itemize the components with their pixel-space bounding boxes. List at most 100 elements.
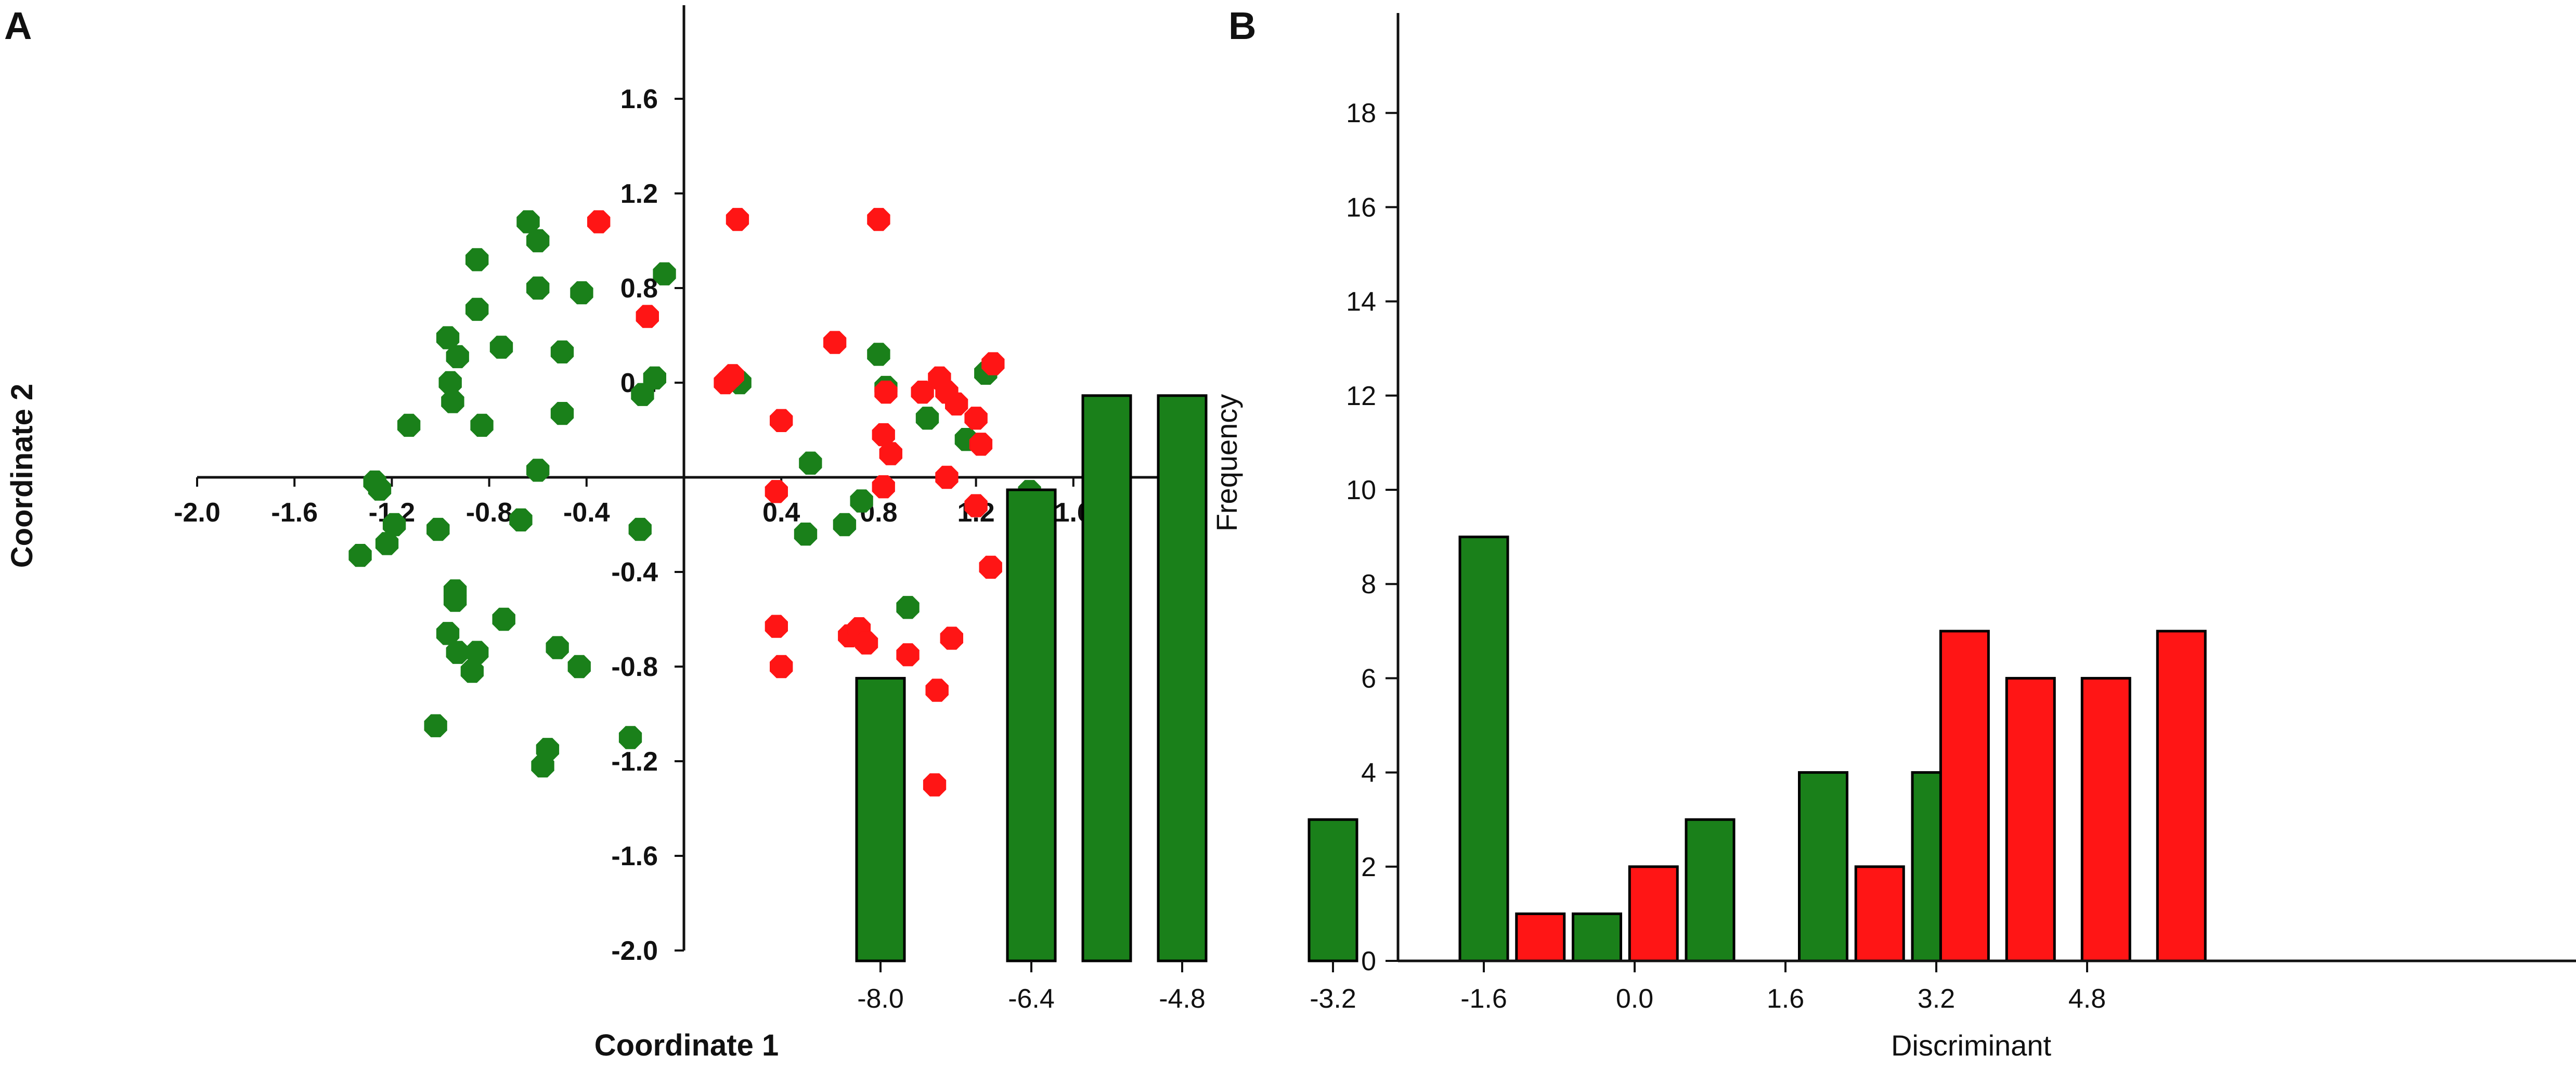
green-point [526,459,550,482]
y-tick-label: -1.2 [611,747,658,777]
green-point [441,390,464,413]
green-point [643,366,666,390]
green-point [531,754,554,778]
green-point [516,210,540,233]
red-bar [2005,676,2056,962]
green-bar [1157,394,1208,962]
green-point [446,345,469,369]
x-axis-title: Discriminant [1891,1029,2051,1062]
red-point [925,679,949,702]
green-point [628,517,652,541]
y-tick-label: -2.0 [611,936,658,966]
red-point [770,655,793,679]
red-bar [1854,865,1905,962]
y-tick-label: 0.8 [620,273,658,304]
green-point [550,340,574,363]
green-point [509,508,533,532]
green-bar [855,676,906,962]
green-point [465,641,489,664]
x-tick-label: -4.8 [1159,984,1206,1014]
x-tick-label: -8.0 [857,984,904,1014]
green-point [526,276,550,300]
x-tick-label: 4.8 [2068,984,2106,1014]
green-bar [1081,394,1132,962]
x-tick-label: 1.6 [1767,984,1804,1014]
y-tick-label: 0 [1361,946,1376,976]
x-tick-label: -6.4 [1008,984,1055,1014]
green-point [465,297,489,321]
red-point [979,555,1002,579]
green-point [382,513,406,537]
x-tick-label: 3.2 [1918,984,1955,1014]
green-point [489,335,513,359]
red-point [964,494,988,517]
x-tick-label: -1.6 [271,498,318,528]
histogram-discriminant: 0 2 4 6 8 10 12 14 16 18 -8.0 -6.4 -4.8 -3.2 -1.6 0.0 1.… [855,13,2576,1062]
red-point [872,423,895,447]
green-point [799,451,822,475]
green-point [794,523,818,546]
green-bar [1798,771,1848,962]
red-point [770,409,793,432]
green-point [915,407,939,430]
x-tick-label: -1.6 [1460,984,1507,1014]
green-point [426,517,450,541]
y-tick-label: 14 [1346,287,1376,317]
green-point [443,589,467,612]
y-tick-label: 12 [1346,381,1376,411]
red-point [765,615,788,638]
green-point [446,641,469,664]
green-point [436,326,460,349]
y-tick-label: -0.4 [611,557,658,588]
green-point [465,248,489,271]
red-point [945,392,968,416]
x-tick-label: -0.8 [466,498,513,528]
green-point [550,402,574,425]
red-point [935,465,959,489]
x-tick-label: -3.2 [1310,984,1356,1014]
red-point [721,364,744,387]
red-bar [1628,865,1679,962]
green-point [653,262,676,285]
green-point [833,513,857,537]
green-point [436,622,460,645]
green-point [438,371,462,395]
green-point [567,655,591,679]
green-bar [1572,912,1622,962]
x-tick-label: -2.0 [174,498,221,528]
green-bar [1458,536,1509,962]
red-point [587,210,611,233]
green-point [348,544,372,567]
red-bar [2156,630,2207,962]
red-point [872,475,895,499]
y-tick-label: 10 [1346,475,1376,505]
green-bar [1006,488,1057,962]
red-bar [1515,912,1566,962]
red-point [867,207,890,231]
red-point [823,331,847,354]
y-tick-label: 8 [1361,569,1376,600]
green-bar [1308,818,1358,962]
red-bar [2080,676,2131,962]
red-point [726,207,749,231]
y-tick-label: 18 [1346,98,1376,128]
y-tick-label: 2 [1361,852,1376,882]
y-axis-title: Frequency [1210,394,1243,532]
green-point [546,636,569,659]
red-point [940,627,963,650]
green-point [492,607,515,631]
green-point [631,383,654,406]
red-point [964,407,988,430]
green-point [424,714,447,737]
red-point [896,643,920,667]
red-point [923,773,947,797]
y-tick-label: 16 [1346,192,1376,223]
scatter-plot-coordinates: -2.0-1.6-1.2-0.8-0.40.40.81.21.61.61.20.… [5,5,1171,1062]
red-point [765,480,788,503]
red-point [874,381,898,404]
y-axis-title: Coordinate 2 [5,384,39,568]
y-tick-label: 1.2 [620,179,658,209]
red-point [911,381,934,404]
green-point [618,726,642,749]
